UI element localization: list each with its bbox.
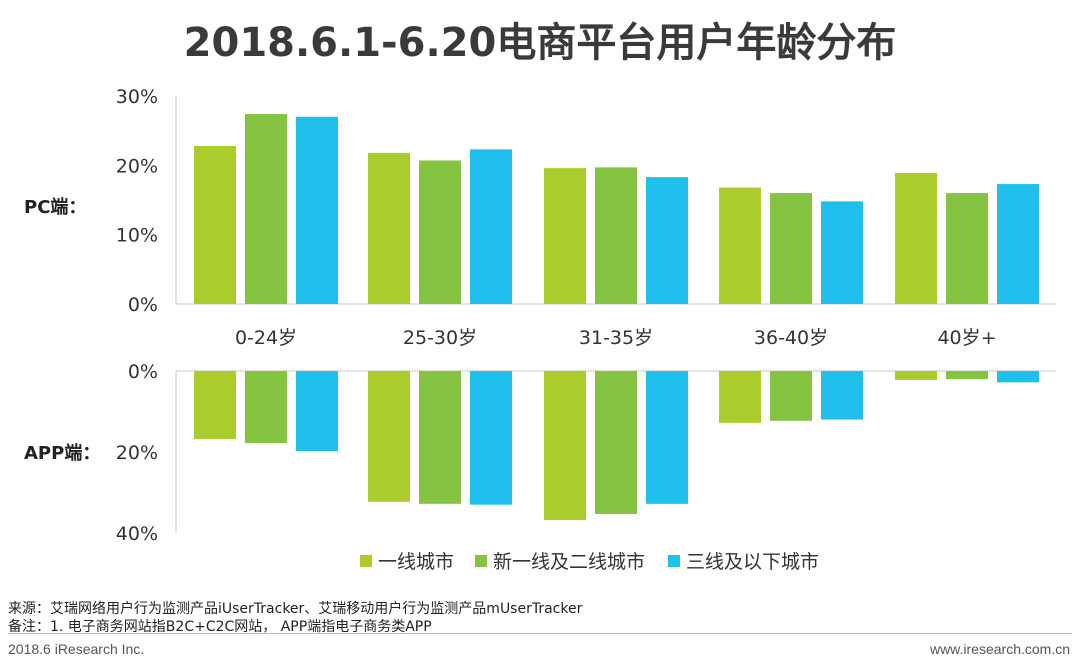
y-tick-label: 0% bbox=[128, 294, 158, 316]
bar bbox=[296, 371, 338, 452]
bar bbox=[419, 371, 461, 504]
category-label: 31-35岁 bbox=[579, 327, 653, 349]
footer-divider bbox=[8, 633, 1072, 634]
remark-note: 备注：1. 电子商务网站指B2C+C2C网站， APP端指电子商务类APP bbox=[8, 619, 432, 635]
y-tick-label: 10% bbox=[116, 225, 158, 247]
bar bbox=[194, 371, 236, 440]
bar bbox=[770, 193, 812, 304]
bar bbox=[595, 371, 637, 514]
bar bbox=[368, 152, 410, 304]
bar bbox=[544, 168, 586, 304]
bar bbox=[719, 371, 761, 423]
legend-swatch bbox=[668, 555, 680, 567]
legend-label: 一线城市 bbox=[378, 551, 454, 573]
bar bbox=[646, 177, 688, 304]
bar bbox=[946, 371, 988, 380]
bar bbox=[646, 371, 688, 504]
chart-title: 2018.6.1-6.20电商平台用户年龄分布 bbox=[183, 20, 897, 66]
footer-url: www.iresearch.com.cn bbox=[929, 641, 1070, 657]
bar bbox=[895, 371, 937, 380]
bar bbox=[821, 201, 863, 304]
category-label: 25-30岁 bbox=[403, 327, 477, 349]
footer-copyright: 2018.6 iResearch Inc. bbox=[8, 641, 145, 657]
bar bbox=[821, 371, 863, 420]
bar bbox=[245, 371, 287, 444]
bar bbox=[296, 116, 338, 304]
panel-label: APP端： bbox=[24, 443, 100, 464]
bar bbox=[194, 145, 236, 304]
bar bbox=[245, 114, 287, 304]
bar bbox=[719, 187, 761, 304]
legend-label: 新一线及二线城市 bbox=[493, 551, 645, 573]
bar bbox=[470, 149, 512, 304]
bar bbox=[368, 371, 410, 502]
bar bbox=[470, 371, 512, 505]
legend-swatch bbox=[360, 555, 372, 567]
source-note: 来源：艾瑞网络用户行为监测产品iUserTracker、艾瑞移动用户行为监测产品… bbox=[8, 601, 583, 617]
bar bbox=[544, 371, 586, 521]
bar bbox=[419, 160, 461, 304]
category-label: 36-40岁 bbox=[754, 327, 828, 349]
y-tick-label: 0% bbox=[128, 361, 158, 383]
bar bbox=[770, 371, 812, 421]
category-label: 0-24岁 bbox=[235, 327, 297, 349]
y-tick-label: 30% bbox=[116, 86, 158, 108]
y-tick-label: 20% bbox=[116, 442, 158, 464]
legend-label: 三线及以下城市 bbox=[686, 551, 819, 573]
bar bbox=[595, 167, 637, 304]
y-tick-label: 20% bbox=[116, 155, 158, 177]
bar bbox=[895, 172, 937, 304]
panel-label: PC端： bbox=[24, 197, 86, 218]
bar bbox=[946, 193, 988, 304]
y-tick-label: 40% bbox=[116, 523, 158, 545]
legend-swatch bbox=[475, 555, 487, 567]
bar bbox=[997, 184, 1039, 304]
category-label: 40岁+ bbox=[937, 327, 996, 349]
bar bbox=[997, 371, 1039, 383]
